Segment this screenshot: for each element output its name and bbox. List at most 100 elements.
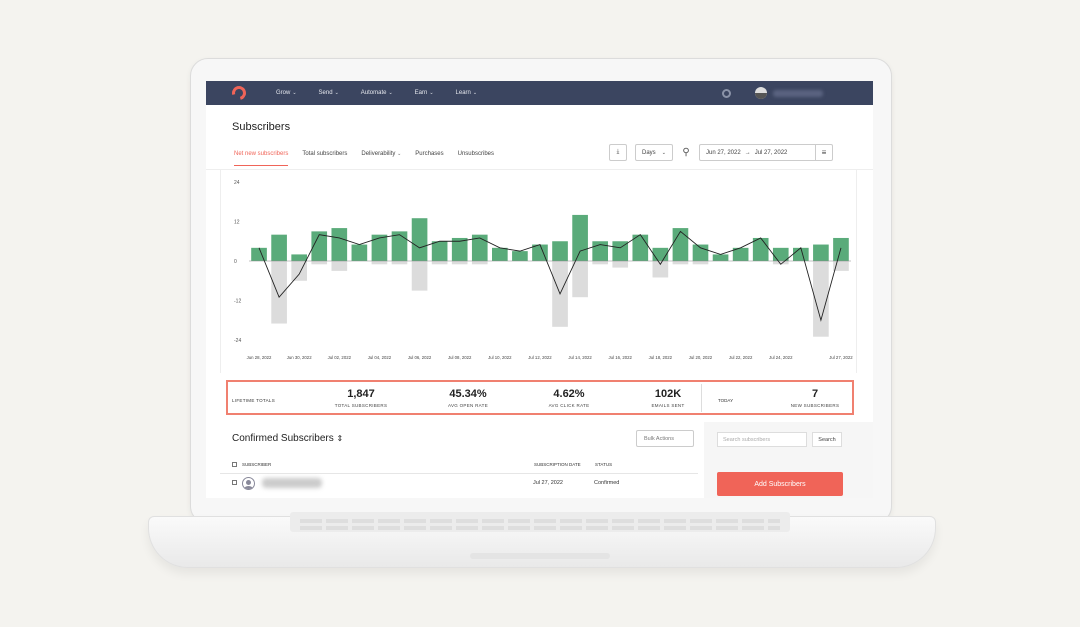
checkbox-icon: [232, 480, 237, 485]
table-header: SUBSCRIBER SUBSCRIPTION DATE STATUS: [220, 459, 698, 474]
laptop-trackpad: [470, 553, 610, 559]
positive-bar: [712, 254, 729, 261]
stat-value: 1,847: [347, 388, 375, 400]
row-checkbox[interactable]: [232, 480, 237, 487]
lifetime-totals-label: LIFETIME TOTALS: [232, 398, 276, 403]
stat-label: AVG CLICK RATE: [548, 403, 590, 408]
positive-bar: [572, 214, 588, 261]
hamburger-menu-icon[interactable]: ≡: [815, 145, 832, 160]
stat-value: 102K: [654, 388, 682, 400]
chevron-down-icon: ⌄: [472, 90, 478, 96]
key-row: [300, 526, 780, 530]
report-tabs: Net new subscribers Total subscribers De…: [234, 151, 494, 166]
negative-bar: [451, 261, 468, 265]
add-subscribers-button[interactable]: Add Subscribers: [717, 472, 843, 496]
positive-bar: [692, 244, 709, 261]
list-title-text: Confirmed Subscribers: [232, 433, 334, 444]
stat-label: TOTAL SUBSCRIBERS: [334, 403, 388, 408]
positive-bar: [552, 241, 568, 261]
tab-total-subscribers[interactable]: Total subscribers: [302, 151, 348, 157]
positive-bar: [351, 244, 368, 261]
x-tick-label: Jul 10, 2022: [488, 355, 512, 360]
status-text: Confirmed: [594, 480, 620, 486]
key-row: [300, 519, 780, 523]
positive-bar: [672, 228, 689, 261]
nav-item-automate[interactable]: Automate ⌄: [361, 90, 393, 96]
period-select[interactable]: Days ⌄: [635, 144, 673, 161]
x-tick-label: Jul 18, 2022: [649, 355, 673, 360]
tab-net-new-subscribers[interactable]: Net new subscribers: [234, 151, 289, 166]
positive-bar: [371, 234, 388, 261]
nav-item-learn[interactable]: Learn ⌄: [456, 90, 478, 96]
chart-toolbar: ⤓ Days ⌄ ⚲ Jun 27, 2022 → Jul 27, 2022 ≡: [609, 144, 833, 161]
stat-value: 4.62%: [553, 388, 585, 400]
download-icon: ⤓: [616, 149, 620, 155]
tab-unsubscribes[interactable]: Unsubscribes: [457, 151, 494, 157]
chevron-down-icon: ⌄: [334, 90, 339, 96]
select-all-checkbox[interactable]: [232, 462, 237, 468]
nav-item-send[interactable]: Send ⌄: [319, 90, 339, 96]
download-button[interactable]: ⤓: [609, 144, 627, 161]
x-tick-label: Jun 28, 2022: [247, 355, 272, 360]
stat-label: NEW SUBSCRIBERS: [790, 403, 840, 408]
date-start: Jun 27, 2022: [706, 149, 741, 156]
positive-bar: [311, 231, 328, 261]
chevron-down-icon: ⌄: [292, 90, 297, 96]
positive-bar: [612, 241, 629, 261]
x-tick-label: Jun 30, 2022: [287, 355, 312, 360]
negative-bar: [431, 261, 448, 265]
nav-item-grow[interactable]: Grow ⌄: [276, 90, 297, 96]
tab-deliverability[interactable]: Deliverability ⌄: [361, 151, 401, 166]
account-menu[interactable]: [755, 87, 823, 99]
bulk-actions-select[interactable]: Bulk Actions: [636, 430, 694, 447]
positive-bar: [532, 244, 548, 261]
chevron-down-icon: ⌄: [388, 90, 393, 96]
stat-avg-click-rate: 4.62% AVG CLICK RATE: [534, 388, 604, 408]
negative-bar: [692, 261, 709, 265]
search-placeholder: Search subscribers: [723, 436, 771, 443]
column-header-subscription-date[interactable]: SUBSCRIPTION DATE: [534, 462, 581, 467]
stat-label: AVG OPEN RATE: [448, 403, 488, 408]
x-tick-label: Jul 02, 2022: [328, 355, 352, 360]
negative-bar: [652, 261, 669, 278]
subscriber-list-title[interactable]: Confirmed Subscribers ⇕: [232, 433, 343, 444]
search-input[interactable]: Search subscribers: [717, 432, 807, 447]
avatar: [755, 87, 767, 99]
subscriber-avatar-icon: [242, 477, 255, 490]
subscription-date: Jul 27, 2022: [533, 480, 563, 486]
date-range-picker[interactable]: Jun 27, 2022 → Jul 27, 2022 ≡: [699, 144, 833, 161]
negative-bar: [772, 261, 789, 265]
app-logo-icon[interactable]: [229, 83, 249, 103]
sort-icon[interactable]: ⇕: [336, 434, 344, 443]
positive-bar: [813, 244, 829, 261]
tab-label: Deliverability: [361, 151, 396, 157]
column-header-subscriber[interactable]: SUBSCRIBER: [242, 462, 272, 467]
y-tick-label: -12: [234, 299, 241, 305]
column-header-status[interactable]: STATUS: [595, 462, 613, 467]
date-end: Jul 27, 2022: [754, 149, 788, 156]
divider: [701, 384, 702, 412]
positive-bar: [391, 231, 408, 261]
help-icon[interactable]: [722, 88, 731, 98]
search-button[interactable]: Search: [812, 432, 842, 447]
x-tick-label: Jul 20, 2022: [689, 355, 713, 360]
net-change-line: [258, 230, 842, 322]
positive-bar: [632, 234, 649, 261]
stat-value: 45.34%: [449, 388, 487, 400]
nav-item-earn[interactable]: Earn ⌄: [415, 90, 434, 96]
tab-purchases[interactable]: Purchases: [415, 151, 444, 157]
x-tick-label: Jul 27, 2022: [829, 355, 853, 360]
table-row[interactable]: Jul 27, 2022 Confirmed: [220, 474, 698, 494]
negative-bar: [331, 261, 348, 271]
negative-bar: [391, 261, 408, 265]
stat-total-subscribers: 1,847 TOTAL SUBSCRIBERS: [326, 388, 396, 408]
positive-bar: [772, 247, 789, 261]
stat-emails-sent: 102K EMAILS SENT: [633, 388, 703, 408]
filter-icon[interactable]: ⚲: [682, 147, 690, 158]
x-tick-label: Jul 14, 2022: [568, 355, 592, 360]
chevron-down-icon: ⌄: [397, 151, 402, 157]
x-tick-label: Jul 04, 2022: [368, 355, 392, 360]
subscriber-sidebar: Search subscribers Search Add Subscriber…: [704, 422, 873, 498]
negative-bar: [471, 261, 488, 265]
y-tick-label: 12: [234, 220, 240, 226]
